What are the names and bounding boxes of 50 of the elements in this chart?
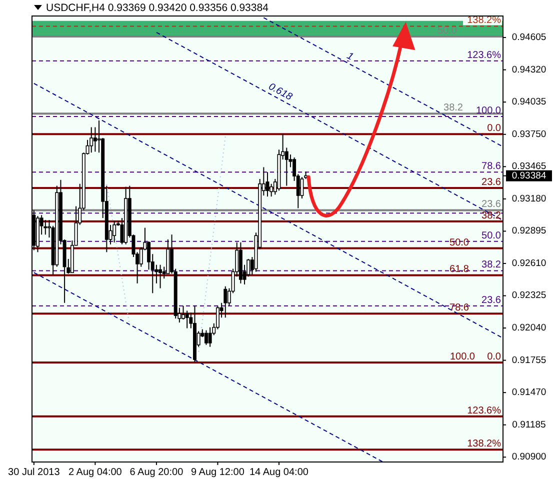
y-tick-label: 0.94320 — [512, 64, 546, 76]
y-tick-label: 0.91185 — [512, 419, 546, 430]
candlestick — [44, 219, 48, 236]
y-tick-label: 0.94605 — [512, 32, 546, 44]
annotation: 123.6% — [467, 50, 502, 61]
candlestick — [158, 264, 162, 289]
annotation: 0.0 — [487, 123, 502, 134]
annotation: 23.6 — [482, 199, 502, 210]
y-tick-label: 0.92895 — [512, 226, 546, 237]
y-tick-label: 0.92040 — [512, 322, 546, 334]
y-tick-label: 0.91755 — [512, 354, 546, 366]
y-tick-label: 0.93180 — [512, 193, 546, 204]
x-tick-label: 30 Jul 2013 — [8, 467, 60, 478]
annotation: 50.0 — [438, 26, 458, 36]
annotation: 38.2 — [444, 102, 464, 114]
annotation: 123.6% — [467, 405, 502, 416]
annotation: 23.6 — [482, 294, 502, 306]
annotation: 0.0 — [487, 351, 502, 362]
candlestick — [208, 326, 212, 348]
x-tick-label: 14 Aug 04:00 — [250, 467, 309, 478]
annotation: 50.0 — [450, 237, 470, 248]
x-tick-label: 2 Aug 04:00 — [68, 467, 122, 478]
annotation: 78.6 — [482, 161, 502, 172]
candlestick — [90, 126, 94, 154]
annotation: 100.0 — [476, 105, 502, 116]
candlestick — [112, 220, 116, 243]
x-tick-label: 6 Aug 20:00 — [130, 467, 184, 478]
y-tick-label: 0.93465 — [512, 161, 546, 172]
annotation: 38.2 — [482, 260, 502, 271]
annotation: 61.8 — [450, 264, 470, 276]
y-tick-label: 0.90900 — [512, 452, 546, 463]
candlestick — [300, 176, 304, 199]
annotation: 50.0 — [482, 230, 502, 242]
text: 1 — [344, 50, 355, 63]
annotation: 23.6 — [482, 177, 502, 188]
y-tick-label: 0.91470 — [512, 387, 546, 398]
candlestick — [204, 330, 208, 346]
y-tick-label: 0.93750 — [512, 128, 546, 140]
annotation: 138.2% — [467, 438, 502, 450]
annotation: 100.0 — [450, 351, 476, 362]
y-tick-label: 0.92610 — [512, 258, 546, 269]
y-tick-label: 0.94035 — [512, 96, 546, 108]
annotation: 38.2 — [482, 210, 502, 222]
y-tick-label: 0.92325 — [512, 290, 546, 302]
chart-title: USDCHF,H4 0.93369 0.93420 0.93356 0.93384 — [46, 2, 269, 14]
candlestick — [185, 310, 189, 329]
text: 0.618 — [266, 81, 294, 104]
x-tick-label: 9 Aug 12:00 — [191, 467, 245, 478]
y-tick-label: 0.93384 — [512, 170, 546, 182]
candlestick — [224, 286, 228, 318]
